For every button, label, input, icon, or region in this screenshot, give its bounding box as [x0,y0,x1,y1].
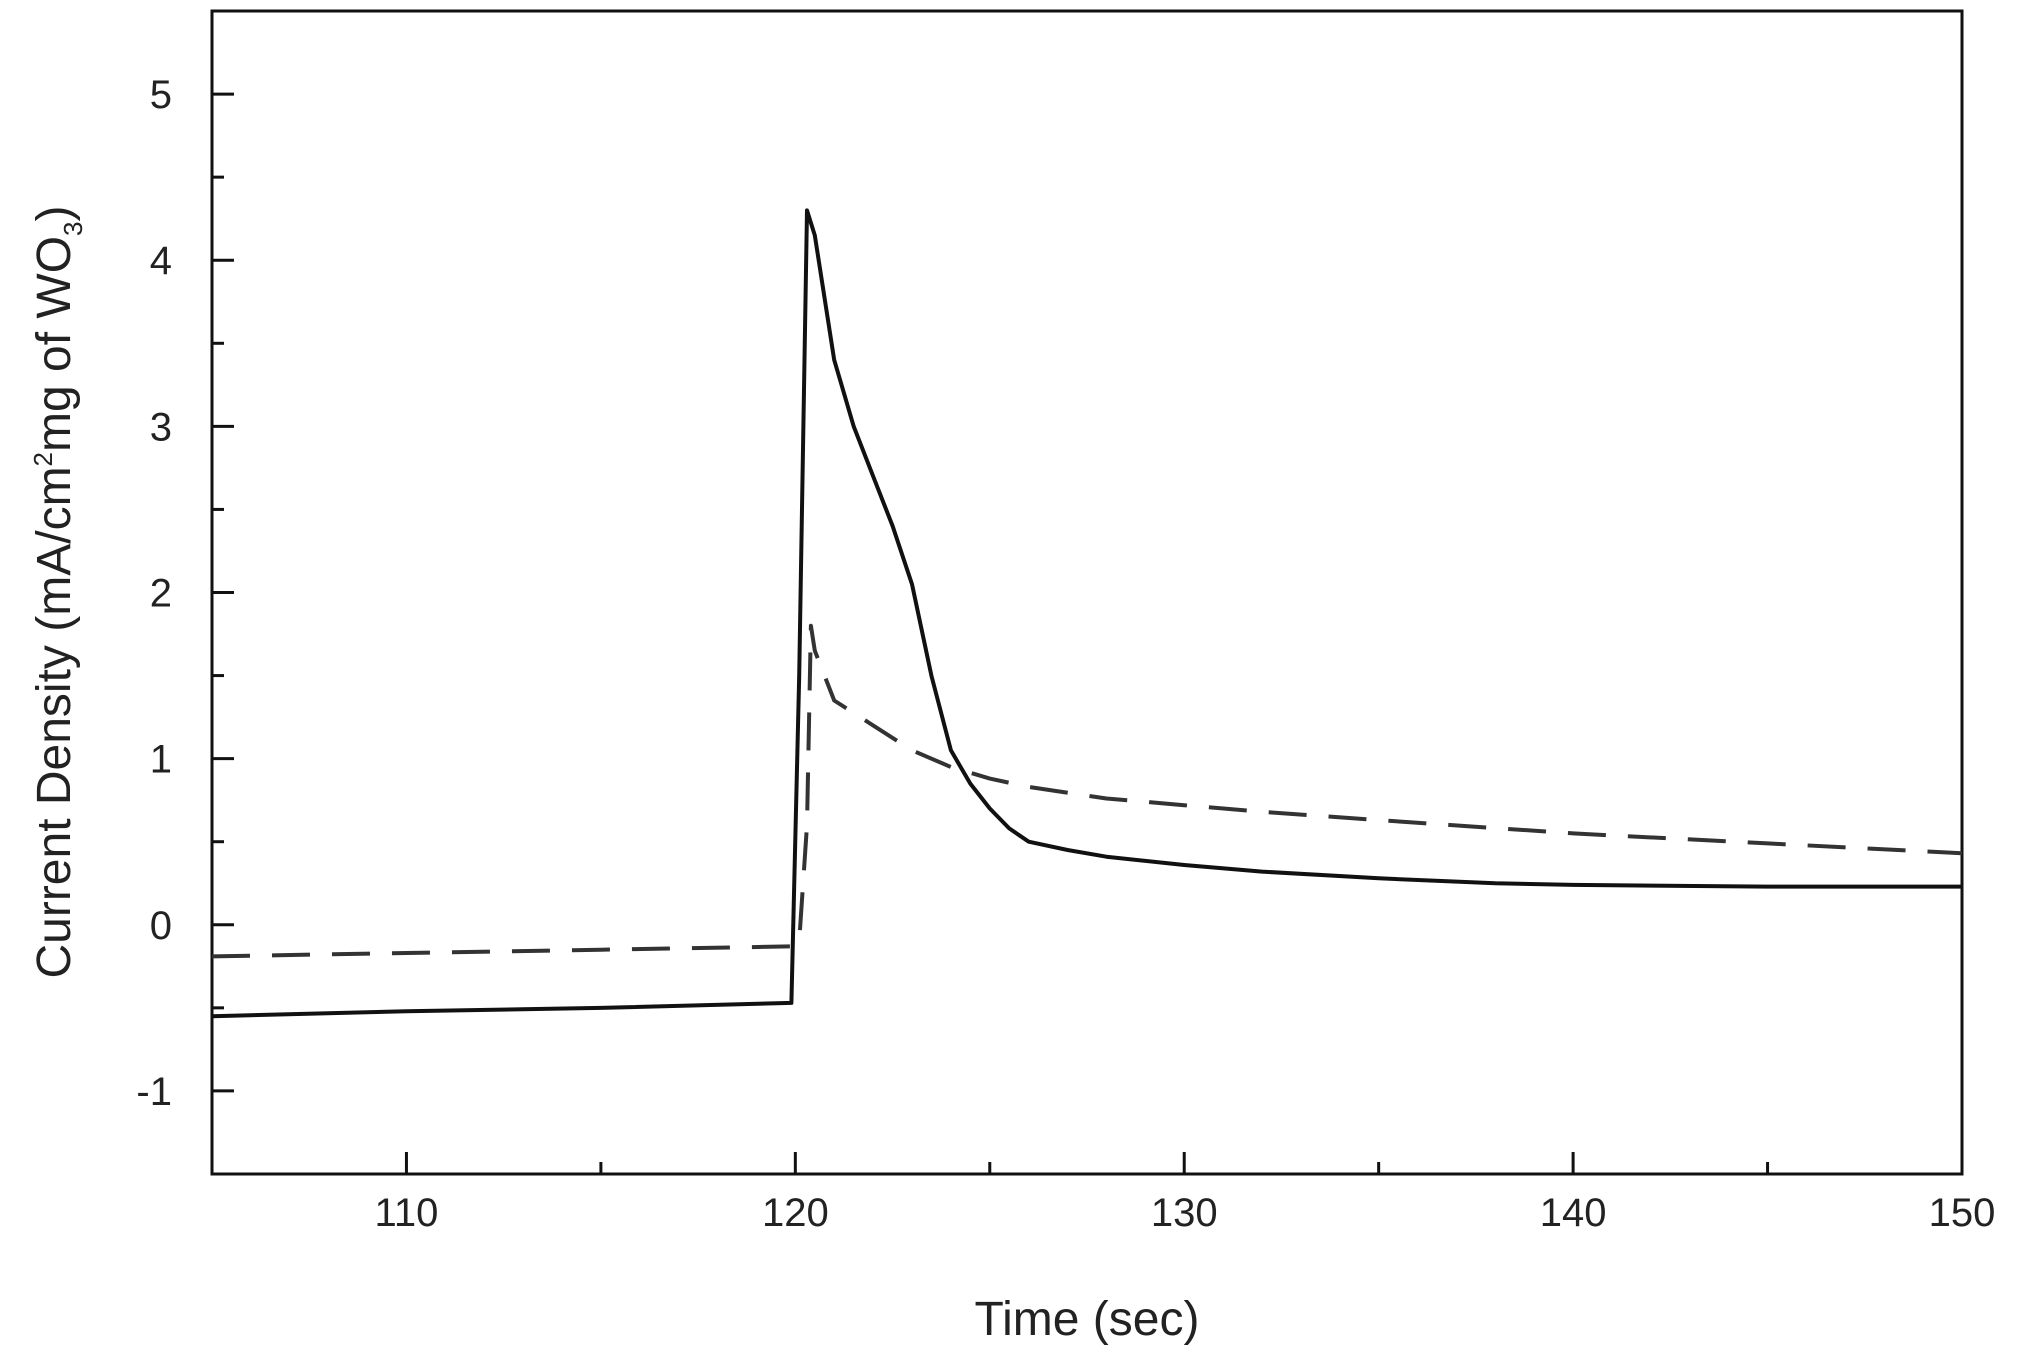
x-tick-label: 130 [1151,1191,1218,1235]
x-tick-label: 120 [762,1191,829,1235]
tick-labels: 110 120 130 140 150 -1 0 1 2 3 4 5 [136,73,1995,1235]
series-layer [211,208,1963,1019]
y-tick-label: 5 [150,73,172,117]
y-tick-label: -1 [136,1070,172,1114]
y-tick-label: 4 [150,239,172,283]
y-tick-label: 0 [150,904,172,948]
y-tick-label: 2 [150,572,172,616]
y-axis-title-prefix: Current Density (mA/cm [28,466,81,978]
y-tick-label: 1 [150,738,172,782]
plot-frame [210,9,1964,1176]
y-axis-title: Current Density (mA/cm2mg of WO3) [28,205,88,978]
y-axis-title-middle: mg of WO [28,236,81,452]
y-axis-title-sup: 2 [28,452,58,466]
y-axis-title-suffix: ) [28,205,81,221]
axis-ticks [212,92,1964,1174]
x-tick-label: 110 [375,1191,439,1235]
x-tick-label: 150 [1929,1191,1996,1235]
y-axis-title-sub: 3 [58,221,88,235]
x-axis-title: Time (sec) [975,1293,1200,1346]
series-line-1 [211,208,1962,1019]
y-tick-label: 3 [150,405,172,449]
series-line-2 [211,623,1963,959]
x-tick-label: 140 [1540,1191,1607,1235]
